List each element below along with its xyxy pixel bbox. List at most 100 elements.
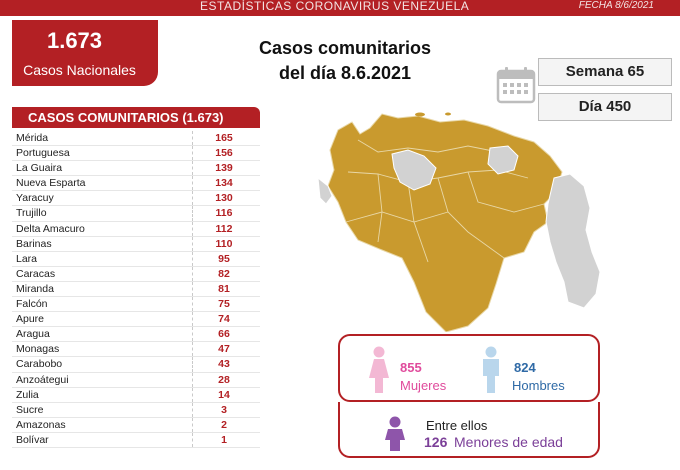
state-case-count: 14: [218, 388, 230, 401]
table-row: Barinas 110: [12, 236, 260, 252]
row-divider: [192, 327, 194, 342]
state-cases-table: Mérida 165 Portuguesa 156 La Guaira 139 Nueva …: [12, 131, 260, 448]
row-divider: [192, 146, 194, 161]
state-name: La Guaira: [16, 162, 63, 175]
minors-heading: Entre ellos: [426, 418, 488, 433]
table-row: Anzoátegui 28: [12, 372, 260, 388]
minors-label: Menores de edad: [454, 434, 563, 450]
state-case-count: 95: [218, 252, 230, 265]
row-divider: [192, 342, 194, 357]
state-case-count: 156: [215, 147, 233, 160]
row-divider: [192, 251, 194, 266]
state-name: Nueva Esparta: [16, 177, 86, 190]
table-row: Amazonas 2: [12, 417, 260, 433]
table-row: Aragua 66: [12, 327, 260, 343]
map-unaffected-center: [391, 149, 437, 191]
row-divider: [192, 281, 194, 297]
state-name: Lara: [16, 252, 38, 265]
state-name: Barinas: [16, 237, 52, 250]
venezuela-map: [318, 112, 601, 332]
state-name: Amazonas: [16, 418, 66, 431]
state-name: Falcón: [16, 298, 48, 311]
state-name: Sucre: [16, 403, 44, 416]
week-badge: Semana 65: [538, 58, 672, 86]
table-row: Miranda 81: [12, 281, 260, 298]
table-row: Mérida 165: [12, 131, 260, 147]
row-divider: [192, 297, 194, 312]
page-title: Casos comunitarios del día 8.6.2021: [230, 36, 460, 86]
table-row: Caracas 82: [12, 266, 260, 282]
map-state-borders: [345, 139, 545, 263]
row-divider: [192, 176, 194, 191]
state-case-count: 130: [215, 192, 233, 205]
man-icon: [483, 346, 499, 393]
map-affected-region: [327, 113, 563, 332]
minors-card: Entre ellos 126 Menores de edad: [338, 402, 600, 458]
table-row: Carabobo 43: [12, 357, 260, 373]
national-cases-value: 1.673: [46, 28, 103, 53]
state-case-count: 134: [215, 177, 233, 190]
row-divider: [192, 402, 194, 417]
table-row: Sucre 3: [12, 402, 260, 418]
table-row: Portuguesa 156: [12, 146, 260, 162]
table-row: Apure 74: [12, 312, 260, 328]
table-row: Trujillo 116: [12, 206, 260, 222]
gender-breakdown-card: 855 Mujeres 824 Hombres: [338, 334, 600, 402]
state-name: Yaracuy: [16, 192, 54, 205]
headline-line-1: Casos comunitarios: [258, 38, 432, 58]
state-case-count: 43: [218, 358, 230, 371]
women-count: 855: [400, 360, 422, 375]
banner-date: FECHA 8/6/2021: [578, 0, 654, 11]
banner-title: ESTADÍSTICAS CORONAVIRUS VENEZUELA: [200, 0, 470, 13]
national-cases-card: 1.673 Casos Nacionales: [12, 20, 158, 86]
row-divider: [192, 266, 194, 281]
table-row: Monagas 47: [12, 342, 260, 358]
national-cases-label: Casos Nacionales: [23, 62, 136, 78]
state-name: Aragua: [16, 328, 50, 341]
state-name: Zulia: [16, 388, 39, 401]
state-name: Carabobo: [16, 358, 63, 371]
state-case-count: 75: [218, 298, 230, 311]
state-case-count: 28: [218, 373, 230, 386]
row-divider: [192, 312, 194, 327]
state-case-count: 165: [215, 132, 233, 144]
table-row: Lara 95: [12, 251, 260, 267]
state-name: Bolívar: [16, 433, 49, 446]
map-island: [415, 112, 425, 117]
table-row: Delta Amacuro 112: [12, 221, 260, 237]
table-header: CASOS COMUNITARIOS (1.673): [12, 107, 260, 128]
row-divider: [192, 417, 194, 432]
row-divider: [192, 357, 194, 372]
state-name: Delta Amacuro: [16, 222, 85, 235]
table-row: La Guaira 139: [12, 161, 260, 177]
state-case-count: 82: [218, 267, 230, 280]
table-row: Yaracuy 130: [12, 191, 260, 207]
map-island: [445, 112, 451, 116]
state-name: Caracas: [16, 267, 56, 280]
row-divider: [192, 206, 194, 221]
minors-count: 126: [424, 434, 448, 450]
state-case-count: 74: [218, 313, 230, 326]
men-count: 824: [514, 360, 536, 375]
state-name: Trujillo: [16, 207, 47, 220]
headline-line-2: del día 8.6.2021: [278, 63, 412, 83]
state-case-count: 3: [221, 403, 227, 416]
row-divider: [192, 432, 194, 447]
map-unaffected-east: [487, 145, 519, 175]
row-divider: [192, 221, 194, 236]
calendar-icon: [496, 67, 536, 104]
men-label: Hombres: [512, 378, 565, 393]
woman-icon: [369, 346, 389, 393]
row-divider: [192, 161, 194, 176]
row-divider: [192, 372, 194, 387]
state-case-count: 112: [215, 222, 233, 235]
table-row: Nueva Esparta 134: [12, 176, 260, 192]
state-case-count: 110: [215, 237, 233, 250]
map-unaffected-guayana: [545, 173, 601, 309]
state-name: Monagas: [16, 343, 60, 356]
state-case-count: 81: [218, 282, 230, 295]
child-icon: [385, 416, 405, 451]
state-case-count: 1: [221, 433, 227, 446]
state-case-count: 66: [218, 328, 230, 341]
state-name: Portuguesa: [16, 147, 70, 160]
